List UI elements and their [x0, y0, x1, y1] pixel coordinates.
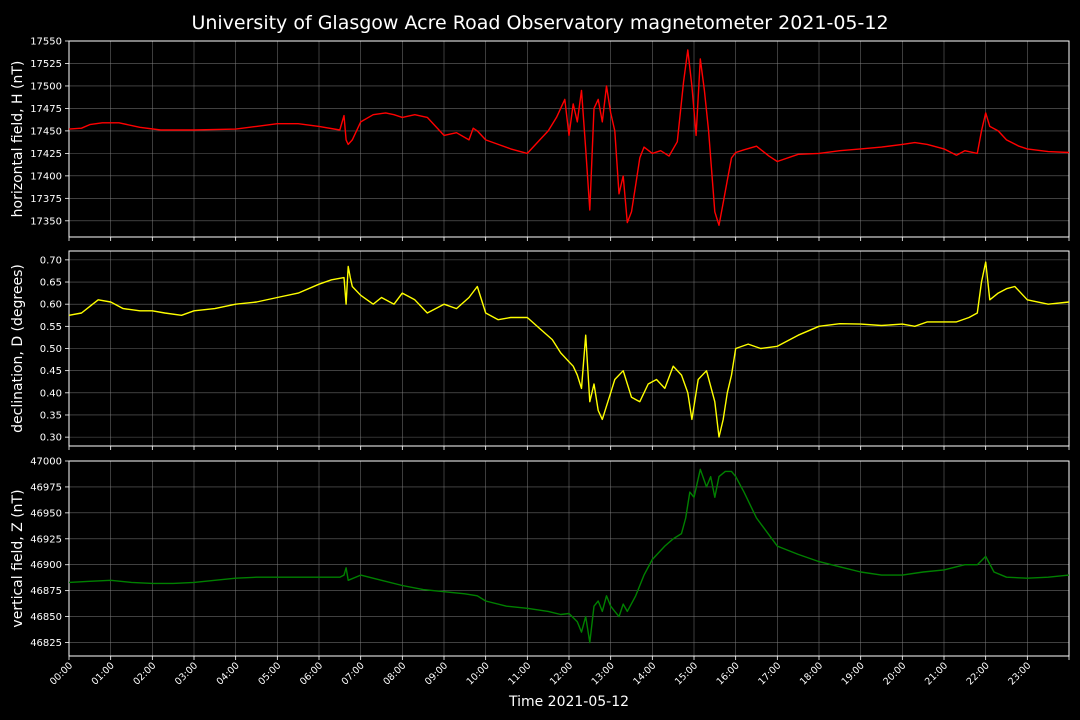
y-tick-label: 0.60 [40, 300, 62, 311]
y-tick-label: 46925 [30, 534, 62, 545]
panel-frame [68, 40, 1070, 238]
y-tick-label: 46850 [30, 612, 62, 623]
figure-title: University of Glasgow Acre Road Observat… [191, 12, 888, 34]
y-tick-label: 17500 [30, 81, 62, 92]
y-tick-label: 0.40 [40, 388, 62, 399]
data-series-line [68, 49, 1070, 226]
y-tick-label: 0.65 [40, 278, 62, 289]
y-tick-label: 17550 [30, 37, 62, 48]
y-tick-label: 0.70 [40, 255, 62, 266]
z-field-panel: 46825 46850 46875 46900 46925 46950 46975 47000… [10, 457, 1070, 660]
y-tick-label: 46825 [30, 638, 62, 649]
y-axis-label: vertical field, Z (nT) [10, 489, 26, 627]
y-tick-label: 46950 [30, 508, 62, 519]
y-tick-label: 0.30 [40, 433, 62, 444]
y-tick-label: 17525 [30, 59, 62, 70]
y-tick-label: 46900 [30, 560, 62, 571]
y-tick-label: 17375 [30, 194, 62, 205]
y-axis-label: horizontal field, H (nT) [10, 61, 26, 218]
x-axis-label: Time 2021-05-12 [508, 694, 629, 710]
y-tick-label: 46875 [30, 586, 62, 597]
y-tick-label: 0.45 [40, 366, 62, 377]
h-field-panel: 17350 17375 17400 17425 17450 17475 17500 17525… [10, 37, 1070, 241]
y-tick-label: 0.35 [40, 410, 62, 421]
panel-frame [68, 250, 1070, 447]
y-tick-label: 47000 [30, 457, 62, 468]
y-tick-label: 0.50 [40, 344, 62, 355]
declination-panel: 0.30 0.35 0.40 0.45 0.50 0.55 0.60 0.65 0.70 decl… [10, 250, 1070, 450]
y-tick-label: 0.55 [40, 322, 62, 333]
y-tick-label: 17450 [30, 126, 62, 137]
data-series-line [68, 261, 1070, 438]
data-series-line [68, 468, 1070, 644]
y-tick-label: 17350 [30, 216, 62, 227]
y-axis-label: declination, D (degrees) [10, 264, 26, 433]
y-tick-label: 17400 [30, 171, 62, 182]
y-tick-label: 46975 [30, 482, 62, 493]
y-tick-label: 17425 [30, 149, 62, 160]
y-tick-label: 17475 [30, 104, 62, 115]
panel-frame [68, 460, 1070, 657]
